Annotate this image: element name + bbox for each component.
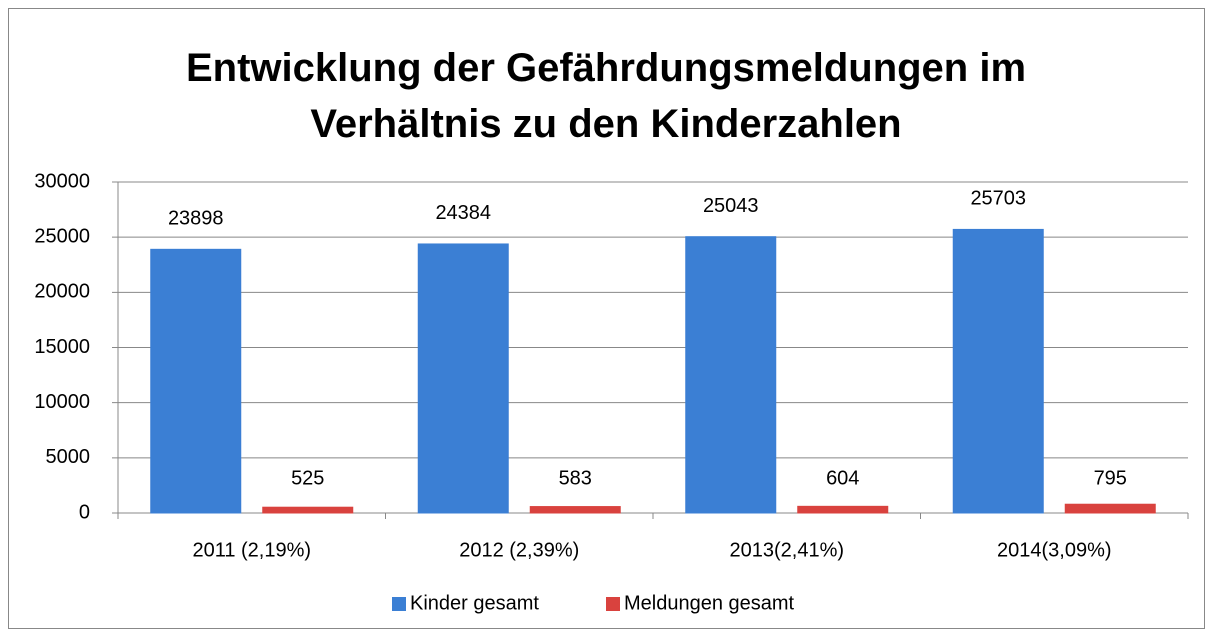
data-label: 25703 bbox=[970, 188, 1026, 210]
data-label: 795 bbox=[1094, 467, 1127, 489]
data-label: 24384 bbox=[435, 202, 491, 224]
y-tick-label: 25000 bbox=[34, 225, 90, 247]
x-tick-label: 2014(3,09%) bbox=[997, 539, 1112, 561]
legend-label: Meldungen gesamt bbox=[624, 592, 795, 614]
x-tick-label: 2011 (2,19%) bbox=[192, 539, 311, 561]
data-label: 583 bbox=[559, 467, 592, 489]
bar bbox=[797, 505, 889, 514]
data-label: 25043 bbox=[703, 195, 759, 217]
chart-title: Entwicklung der Gefährdungsmeldungen im … bbox=[185, 46, 1027, 146]
data-label: 23898 bbox=[168, 208, 224, 230]
bar bbox=[952, 228, 1044, 514]
y-tick-label: 15000 bbox=[34, 336, 90, 358]
chart-border bbox=[8, 8, 1205, 629]
y-tick-label: 10000 bbox=[34, 391, 90, 413]
bar bbox=[685, 236, 777, 514]
data-label: 604 bbox=[826, 467, 859, 489]
y-tick-label: 0 bbox=[79, 501, 90, 523]
y-tick-label: 5000 bbox=[46, 446, 91, 468]
bar bbox=[417, 243, 509, 514]
legend-label: Kinder gesamt bbox=[410, 592, 539, 614]
bar bbox=[262, 506, 354, 514]
y-tick-label: 30000 bbox=[34, 170, 90, 192]
bar bbox=[529, 506, 621, 514]
x-tick-label: 2012 (2,39%) bbox=[459, 539, 579, 561]
x-tick-label: 2013(2,41%) bbox=[729, 539, 844, 561]
bar bbox=[150, 248, 242, 514]
legend-swatch bbox=[606, 597, 620, 611]
data-label: 525 bbox=[291, 467, 324, 489]
bar bbox=[1064, 503, 1156, 514]
legend-swatch bbox=[392, 597, 406, 611]
y-tick-label: 20000 bbox=[34, 281, 90, 303]
